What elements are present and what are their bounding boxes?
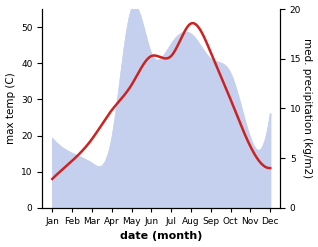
Y-axis label: max temp (C): max temp (C)	[5, 73, 16, 144]
Y-axis label: med. precipitation (kg/m2): med. precipitation (kg/m2)	[302, 38, 313, 179]
X-axis label: date (month): date (month)	[120, 231, 203, 242]
